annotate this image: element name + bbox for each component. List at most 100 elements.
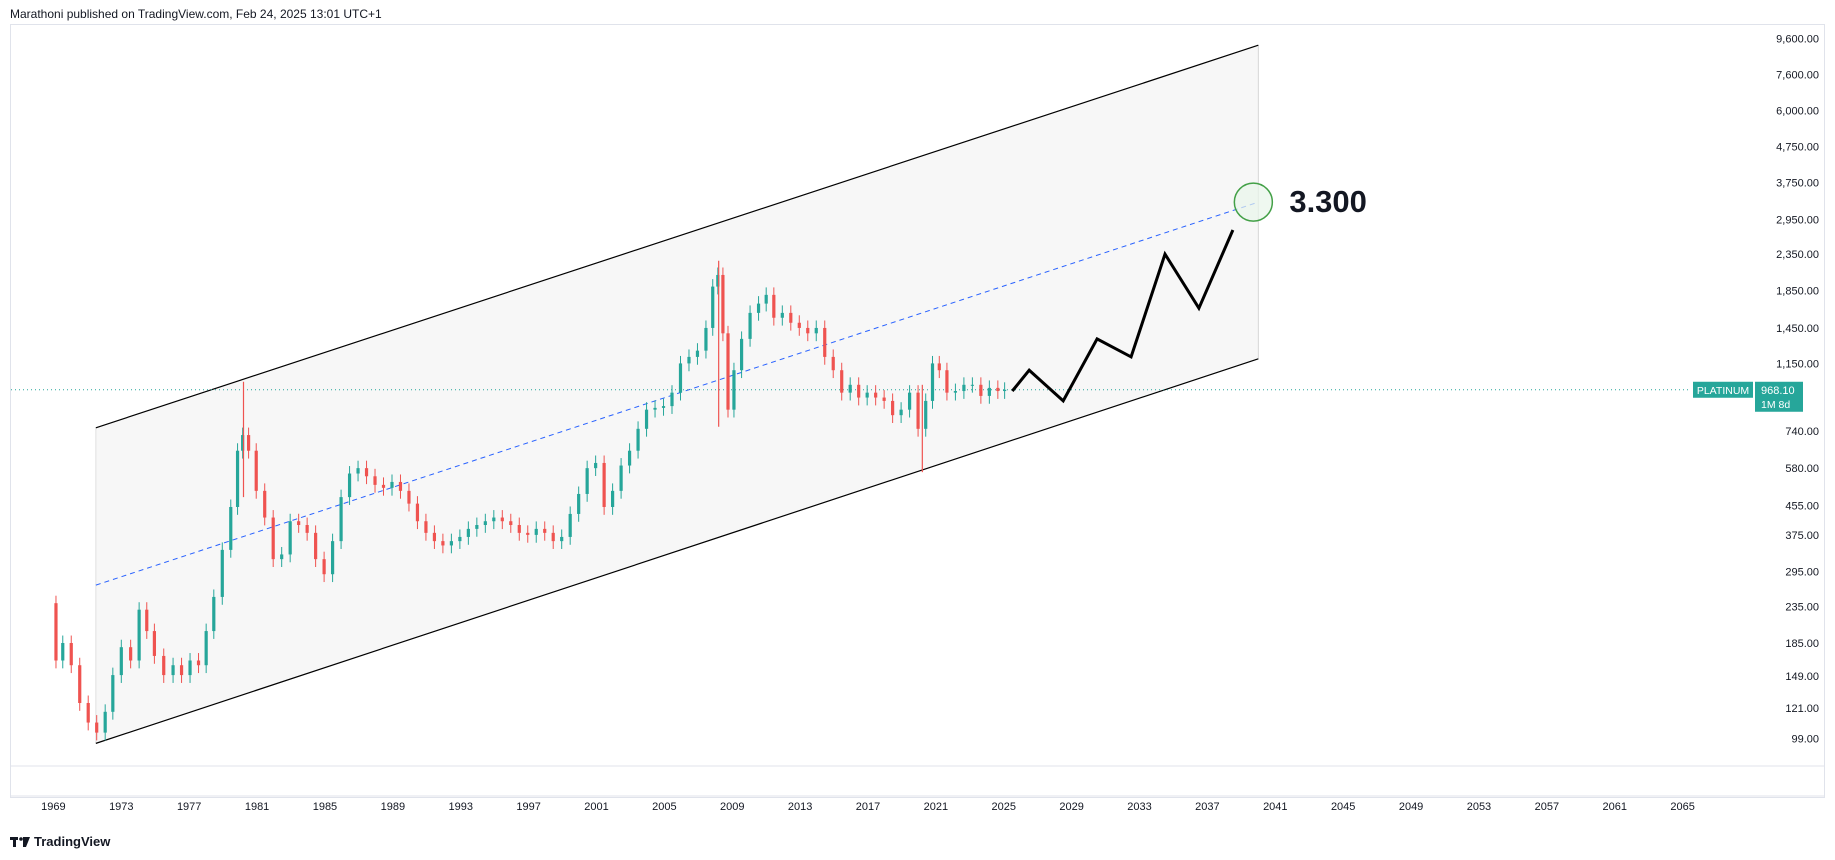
x-tick-label: 2005 [652, 801, 676, 813]
candle-body [865, 392, 869, 398]
countdown-label: 1M 8d [1761, 399, 1790, 411]
candle-body [962, 384, 966, 392]
candle-body [687, 356, 691, 364]
candle-body [534, 528, 538, 535]
x-tick-label: 2049 [1399, 801, 1423, 813]
candle-body [314, 532, 318, 560]
x-tick-label: 1997 [516, 801, 540, 813]
y-tick-label: 7,600.00 [1776, 69, 1819, 81]
candle-body [848, 384, 852, 393]
candle-body [415, 503, 420, 522]
candle-body [840, 370, 844, 393]
y-tick-label: 185.00 [1785, 638, 1819, 650]
y-tick-label: 580.00 [1785, 463, 1819, 475]
candle-body [297, 521, 301, 526]
y-tick-label: 6,000.00 [1776, 106, 1819, 118]
candle-body [171, 665, 175, 676]
candle-body [212, 596, 216, 632]
candle-body [152, 631, 157, 656]
x-axis: 1969 1973 1977 1981 1985 1989 1993 1997 2001 2005… [41, 801, 1695, 813]
candle-body [953, 391, 958, 393]
candle-body [602, 462, 606, 507]
candle-body [475, 525, 479, 529]
candles-group [54, 260, 1007, 741]
candle-body [466, 528, 470, 537]
candle-body [814, 327, 818, 334]
publisher-line: Marathoni published on TradingView.com, … [10, 7, 382, 21]
channel-upper-line [95, 44, 1259, 429]
candle-body [568, 513, 572, 537]
candle-body [483, 521, 487, 526]
candle-body [924, 400, 928, 429]
x-tick-label: 2021 [924, 801, 948, 813]
candle-body [1003, 389, 1007, 392]
candle-body [492, 517, 496, 522]
x-tick-label: 2037 [1195, 801, 1219, 813]
candle-body [305, 525, 309, 533]
candle-body [937, 363, 941, 371]
candle-body [78, 665, 82, 703]
candle-body [874, 392, 878, 398]
candle-body [129, 647, 133, 661]
candle-body [381, 484, 386, 488]
candle-body [636, 428, 640, 451]
y-tick-label: 9,600.00 [1776, 34, 1819, 46]
candle-body [670, 392, 674, 407]
candle-body [695, 350, 700, 357]
channel-fill [95, 45, 1259, 744]
candle-body [162, 655, 166, 676]
x-tick-label: 2013 [788, 801, 812, 813]
candle-body [764, 294, 768, 304]
candle-body [627, 450, 632, 466]
projection-path [1011, 229, 1235, 404]
x-tick-label: 1977 [177, 801, 201, 813]
channel-midline-dashed [95, 201, 1259, 586]
candle-body [119, 647, 123, 676]
candle-body [220, 549, 224, 597]
candle-body [95, 722, 99, 733]
candle-body [756, 303, 761, 313]
candle-body [458, 536, 462, 542]
candle-body [509, 521, 513, 526]
y-tick-label: 2,950.00 [1776, 214, 1819, 226]
last-price-label: 968.10 [1761, 385, 1795, 397]
x-tick-label: 2025 [992, 801, 1016, 813]
x-tick-label: 2045 [1331, 801, 1355, 813]
candle-body [390, 481, 394, 488]
candle-body [280, 554, 284, 560]
candle-body [979, 384, 983, 396]
tradingview-brand-text: TradingView [34, 834, 111, 849]
candle-body [196, 660, 201, 666]
candle-body [930, 363, 935, 401]
candle-body [823, 327, 827, 357]
y-tick-label: 2,350.00 [1776, 249, 1819, 261]
candle-body [330, 541, 335, 575]
y-tick-label: 121.00 [1785, 703, 1819, 715]
x-tick-label: 2017 [856, 801, 880, 813]
candle-body [916, 392, 920, 429]
candle-body [732, 370, 736, 410]
candle-body [644, 409, 649, 429]
candle-body [594, 462, 598, 469]
candle-body [356, 468, 360, 474]
x-tick-label: 2065 [1670, 801, 1694, 813]
target-circle [1233, 182, 1274, 222]
y-tick-label: 235.00 [1785, 601, 1819, 613]
x-tick-label: 2029 [1059, 801, 1083, 813]
candle-body [229, 506, 233, 550]
chart-frame [10, 24, 1825, 798]
x-tick-label: 1989 [381, 801, 405, 813]
tradingview-branding[interactable]: TradingView [10, 834, 110, 849]
candle-body [204, 631, 208, 666]
y-tick-label: 1,850.00 [1776, 286, 1819, 298]
candle-body [716, 274, 720, 287]
candle-body [61, 642, 65, 661]
candle-body [899, 409, 903, 416]
candle-body [103, 711, 107, 733]
x-tick-label: 1969 [41, 801, 65, 813]
candle-body [271, 517, 275, 560]
candle-body [661, 406, 666, 408]
candle-body [806, 327, 810, 334]
y-tick-label: 149.00 [1785, 671, 1819, 683]
